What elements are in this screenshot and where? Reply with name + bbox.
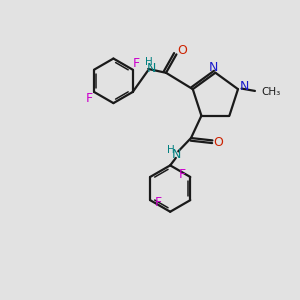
Text: N: N	[146, 61, 156, 74]
Text: O: O	[177, 44, 187, 57]
Text: N: N	[172, 148, 181, 161]
Text: N: N	[240, 80, 249, 93]
Text: CH₃: CH₃	[262, 86, 281, 97]
Text: F: F	[86, 92, 93, 105]
Text: H: H	[145, 57, 153, 67]
Text: F: F	[133, 57, 140, 70]
Text: N: N	[209, 61, 219, 74]
Text: F: F	[178, 168, 185, 181]
Text: F: F	[155, 196, 162, 209]
Text: O: O	[213, 136, 223, 149]
Text: H: H	[167, 145, 175, 154]
